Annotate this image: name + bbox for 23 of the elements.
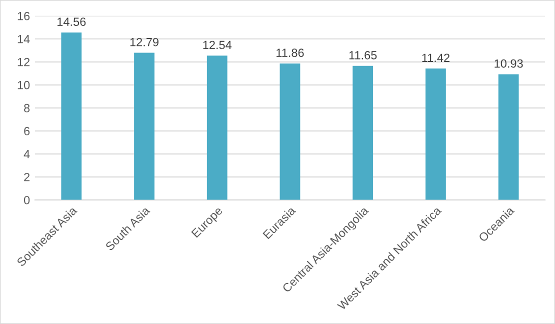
bar: [280, 63, 300, 200]
y-tick-label: 2: [24, 172, 30, 182]
y-tick-label: 10: [18, 80, 30, 90]
data-label: 11.86: [276, 48, 304, 57]
y-tick-label: 14: [18, 35, 30, 44]
bar: [498, 74, 519, 200]
bar: [206, 56, 228, 200]
data-label: 11.42: [422, 54, 450, 62]
y-tick-label: 16: [18, 12, 30, 20]
y-tick-label: 6: [24, 126, 30, 136]
y-tick-label: 0: [24, 196, 30, 204]
data-label: 14.56: [58, 18, 86, 26]
data-label: 11.65: [349, 51, 377, 60]
bar: [134, 52, 154, 200]
y-tick-label: 8: [24, 104, 30, 112]
y-tick-label: 4: [24, 150, 30, 158]
data-label: 12.79: [130, 38, 158, 46]
bar: [61, 32, 82, 200]
bar: [426, 68, 446, 200]
data-label: 12.54: [203, 40, 232, 50]
bar: [352, 66, 374, 200]
y-tick-label: 12: [18, 58, 30, 66]
data-label: 10.93: [494, 59, 523, 68]
